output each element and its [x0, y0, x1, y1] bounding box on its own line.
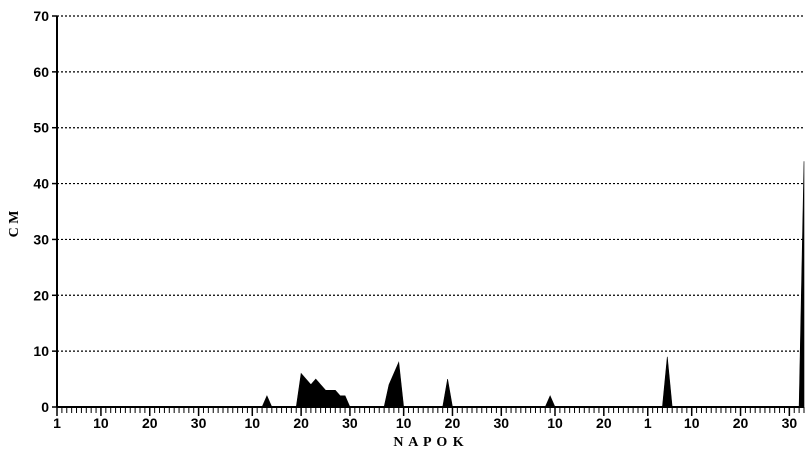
x-tick-label-30: 30	[191, 415, 207, 431]
x-tick-label-20: 20	[142, 415, 158, 431]
x-tick-label-113: 20	[596, 415, 612, 431]
y-tick-label-0: 0	[41, 399, 49, 415]
x-tick-label-92: 30	[494, 415, 510, 431]
y-tick-label-60: 60	[33, 64, 49, 80]
x-tick-label-41: 10	[245, 415, 261, 431]
x-tick-label-131: 10	[684, 415, 700, 431]
x-tick-label-61: 30	[342, 415, 358, 431]
series-area-0	[57, 161, 805, 408]
series-area	[57, 161, 805, 408]
y-tick-label-70: 70	[33, 8, 49, 24]
y-tick-labels: 0 10 20 30 40 50 60 70	[33, 8, 49, 415]
y-tick-label-40: 40	[33, 176, 49, 192]
y-tick-label-30: 30	[33, 231, 49, 247]
x-tick-label-122: 1	[644, 415, 652, 431]
x-tick-label-51: 20	[293, 415, 309, 431]
x-tick-label-72: 10	[396, 415, 412, 431]
y-tick-label-10: 10	[33, 343, 49, 359]
x-tick-label-151: 30	[782, 415, 798, 431]
axes	[52, 15, 805, 416]
y-axis-title: C M	[7, 211, 22, 238]
x-axis-title: N A P O K	[393, 435, 464, 450]
x-tick-label-82: 20	[445, 415, 461, 431]
y-tick-label-50: 50	[33, 120, 49, 136]
x-tick-label-10: 10	[93, 415, 109, 431]
x-tick-label-1: 1	[53, 415, 61, 431]
gridlines	[57, 15, 804, 352]
x-tick-label-141: 20	[733, 415, 749, 431]
y-tick-label-20: 20	[33, 287, 49, 303]
x-tick-label-103: 10	[547, 415, 563, 431]
x-tick-labels: 1 10 20 30 10 20 30 10 20 30 10 20 1 10 20 30	[53, 415, 797, 431]
